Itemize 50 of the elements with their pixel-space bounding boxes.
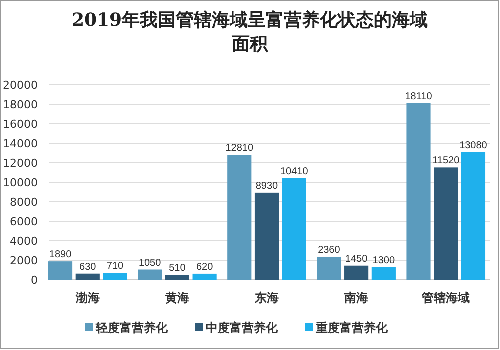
data-label: 2360 [318,244,341,256]
x-tick-label: 管辖海域 [421,291,470,305]
x-tick-label: 南海 [344,291,369,305]
data-label: 11520 [432,156,460,167]
y-tick-label: 20000 [3,78,38,92]
bar [254,192,280,280]
data-label: 1890 [49,250,72,261]
data-label: 510 [169,263,186,274]
y-tick-label: 10000 [3,176,38,190]
bar [138,270,162,280]
y-tick-label: 8000 [10,196,38,209]
bar [165,275,190,280]
y-tick-label: 4000 [10,234,38,248]
data-label: 13080 [460,140,488,152]
legend-label: 重度富营养化 [315,321,389,336]
data-label: 630 [80,262,97,273]
bar [461,152,486,280]
y-tick-label: 14000 [3,137,38,150]
bar [192,274,217,280]
data-label: 620 [196,262,214,273]
data-label: 12810 [226,143,254,154]
x-tick-label: 渤海 [74,291,100,305]
data-label: 1450 [345,254,368,265]
y-tick-label: 16000 [3,118,38,131]
bar [406,103,431,280]
data-label: 1300 [372,255,396,266]
bar [282,178,306,280]
legend-label: 中度富营养化 [206,321,279,336]
bar [48,262,73,280]
data-label: 710 [106,261,124,272]
y-tick-label: 0 [31,274,38,287]
data-label: 8930 [256,180,279,192]
y-tick-label: 6000 [10,215,38,228]
y-tick-label: 12000 [3,156,38,170]
data-label: 1050 [138,258,162,269]
bar [103,273,128,280]
bar [317,256,342,280]
y-tick-label: 2000 [10,254,38,268]
chart-title: 2019年我国管辖海域呈富营养化状态的海域面积 [72,10,428,55]
bar [372,267,396,280]
bar [344,266,369,280]
data-label: 18110 [405,91,433,102]
x-tick-label: 东海 [254,291,279,305]
bar [228,155,252,280]
data-label: 10410 [280,166,309,178]
legend-label: 轻度富营养化 [95,321,169,336]
bar [434,168,458,280]
x-tick-label: 黄海 [164,291,190,305]
y-tick-label: 18000 [3,98,38,112]
bar [76,274,100,280]
